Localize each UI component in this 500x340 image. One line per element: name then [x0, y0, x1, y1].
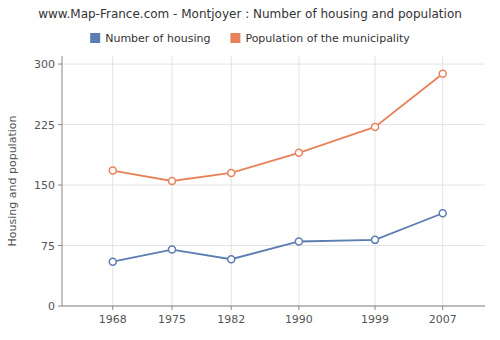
point — [439, 210, 446, 217]
y-tick-label: 75 — [41, 240, 55, 253]
point — [109, 258, 116, 265]
y-tick-label: 300 — [34, 58, 55, 71]
x-tick-label: 1982 — [217, 313, 245, 326]
legend: Number of housing Population of the munic… — [90, 32, 410, 45]
point — [372, 123, 379, 130]
x-tick-label: 1999 — [361, 313, 389, 326]
legend-swatch — [90, 33, 100, 43]
grid-line — [62, 245, 485, 246]
x-tick-label: 1975 — [158, 313, 186, 326]
y-tick — [58, 245, 62, 246]
grid-line — [375, 56, 376, 306]
series-line — [113, 74, 443, 181]
x-tick — [298, 306, 299, 310]
legend-item: Number of housing — [90, 32, 210, 45]
legend-label: Population of the municipality — [245, 32, 410, 45]
grid-line — [298, 56, 299, 306]
data-layer — [109, 70, 446, 265]
legend-label: Number of housing — [105, 32, 210, 45]
x-tick — [171, 306, 172, 310]
grid-line — [442, 56, 443, 306]
point — [439, 70, 446, 77]
legend-item: Population of the municipality — [230, 32, 410, 45]
chart: www.Map-France.com - Montjoyer : Number … — [0, 0, 500, 340]
y-tick — [58, 306, 62, 307]
y-axis — [62, 56, 63, 306]
x-tick — [442, 306, 443, 310]
point — [295, 238, 302, 245]
grid — [62, 56, 485, 306]
grid-line — [62, 306, 485, 307]
y-tick-label: 225 — [34, 119, 55, 132]
background — [0, 0, 500, 340]
y-tick — [58, 185, 62, 186]
grid-line — [112, 56, 113, 306]
grid-line — [62, 185, 485, 186]
point — [168, 178, 175, 185]
x-tick — [375, 306, 376, 310]
y-tick-label: 0 — [48, 300, 55, 313]
x-tick-label: 1990 — [285, 313, 313, 326]
x-axis — [62, 306, 485, 307]
y-tick — [58, 64, 62, 65]
series-line — [113, 213, 443, 261]
grid-line — [231, 56, 232, 306]
grid-line — [62, 64, 485, 65]
point — [168, 246, 175, 253]
x-tick-label: 1968 — [99, 313, 127, 326]
x-tick — [112, 306, 113, 310]
x-tick-label: 2007 — [429, 313, 457, 326]
point — [372, 236, 379, 243]
point — [109, 167, 116, 174]
x-tick — [231, 306, 232, 310]
grid-line — [62, 124, 485, 125]
y-tick-label: 150 — [34, 179, 55, 192]
y-axis-label: Housing and population — [6, 116, 19, 247]
point — [228, 256, 235, 263]
point — [295, 149, 302, 156]
y-tick — [58, 124, 62, 125]
title: www.Map-France.com - Montjoyer : Number … — [38, 7, 462, 21]
point — [228, 169, 235, 176]
legend-swatch — [230, 33, 240, 43]
